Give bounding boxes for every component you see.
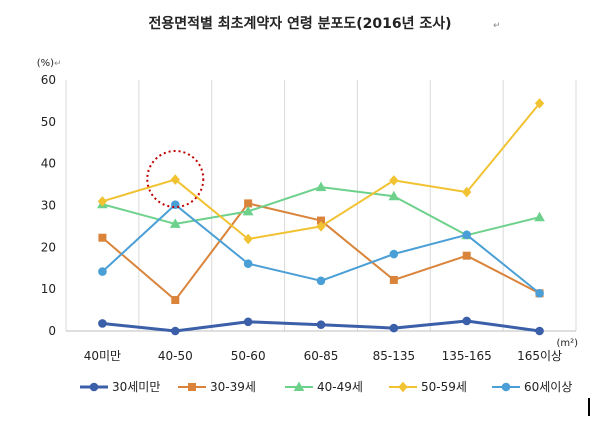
data-point [171, 296, 180, 305]
x-tick-label: 165이상 [517, 349, 562, 363]
x-tick-label: 135-165 [442, 349, 492, 363]
x-tick-label: 50-60 [231, 349, 266, 363]
legend-item: 40-49세 [285, 380, 363, 394]
data-point [535, 326, 544, 336]
data-point [462, 251, 471, 260]
x-tick-label: 60-85 [304, 349, 339, 363]
y-tick-label: 20 [41, 240, 56, 254]
series-1 [98, 316, 544, 336]
data-point [316, 221, 326, 232]
data-point [315, 181, 327, 192]
legend-item: 30-39세 [178, 380, 256, 394]
data-point [98, 233, 107, 242]
x-tick-label: 85-135 [373, 349, 416, 363]
y-tick-label: 50 [41, 115, 56, 129]
data-point [462, 186, 472, 198]
data-point [389, 175, 399, 186]
data-point [97, 196, 108, 207]
data-point [243, 233, 253, 245]
title-paragraph-mark: ↵ [493, 21, 501, 31]
x-tick-label: 40미만 [84, 349, 121, 363]
x-unit-label: (m²) [556, 338, 578, 349]
legend-label: 50-59세 [421, 380, 467, 394]
data-point [534, 211, 545, 222]
y-unit-label: (%) [37, 58, 54, 69]
data-point [389, 249, 399, 259]
y-tick-label: 60 [41, 73, 56, 87]
data-point [316, 320, 326, 330]
series-5 [98, 200, 544, 298]
data-point [389, 323, 399, 333]
y-unit-paragraph-mark: ↵ [54, 59, 62, 69]
legend-marker [293, 381, 305, 391]
legend-label: 30-39세 [210, 380, 256, 394]
data-point [170, 326, 180, 336]
data-point [169, 218, 181, 228]
data-point [170, 174, 180, 185]
data-point [388, 190, 400, 201]
legend-marker [89, 382, 99, 392]
data-point [98, 267, 107, 276]
data-point [243, 259, 253, 268]
legend-item: 30세미만 [80, 380, 160, 394]
highlight-circle [146, 150, 205, 208]
legend-marker [398, 381, 408, 393]
data-point [534, 98, 545, 109]
series-4 [97, 98, 545, 245]
data-point [316, 276, 326, 286]
data-point [462, 316, 472, 326]
legend-item: 50-59세 [389, 380, 467, 394]
y-tick-label: 30 [41, 199, 56, 213]
legend-label: 30세미만 [112, 380, 160, 394]
y-tick-label: 10 [41, 282, 56, 296]
legend-label: 40-49세 [317, 380, 363, 394]
legend-label: 60세이상 [524, 380, 572, 394]
data-point [389, 275, 398, 284]
chart-title: 전용면적별 최초계약자 연령 분포도(2016년 조사) [148, 15, 451, 32]
data-point [535, 289, 544, 298]
x-tick-label: 40-50 [158, 349, 193, 363]
legend-marker [188, 383, 196, 391]
data-point [242, 205, 254, 216]
data-point [462, 230, 472, 240]
y-tick-label: 40 [41, 157, 56, 171]
legend-item: 60세이상 [492, 380, 572, 394]
series-2 [98, 199, 544, 305]
data-point [98, 319, 107, 328]
y-tick-label: 0 [48, 324, 56, 338]
data-point [243, 317, 253, 327]
legend-marker [501, 382, 511, 392]
